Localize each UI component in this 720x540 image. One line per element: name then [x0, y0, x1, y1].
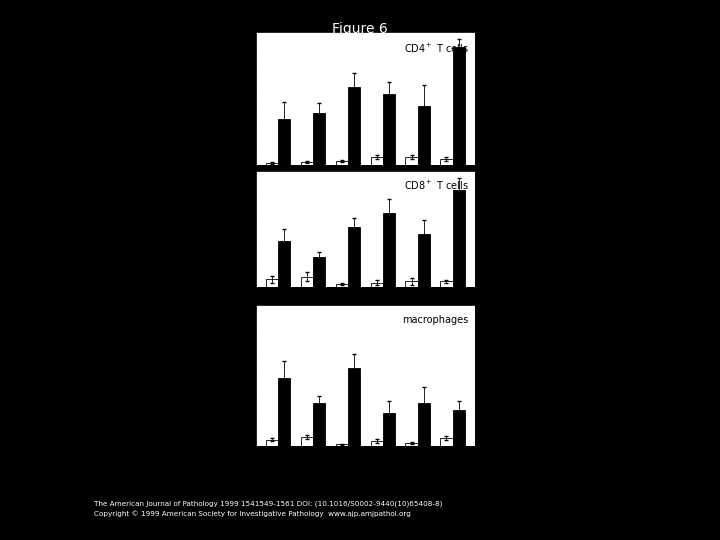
Bar [383, 94, 395, 165]
Y-axis label: cells/brain: cells/brain [210, 355, 218, 395]
Bar [418, 234, 430, 287]
Text: CD4$^+$ T cells: CD4$^+$ T cells [404, 42, 469, 55]
Text: CD8$^+$ T cells: CD8$^+$ T cells [404, 179, 469, 192]
Bar [313, 403, 325, 446]
Bar [383, 213, 395, 287]
Bar [266, 279, 278, 287]
Bar [336, 161, 348, 165]
Bar [441, 281, 453, 287]
Bar [278, 241, 290, 287]
Bar [301, 437, 313, 445]
Bar [405, 281, 418, 287]
Text: Figure 6: Figure 6 [332, 22, 388, 36]
Bar [301, 277, 313, 287]
Bar [336, 284, 348, 287]
Bar [266, 163, 278, 165]
Bar [371, 157, 383, 165]
Bar [348, 368, 360, 446]
Bar [336, 444, 348, 446]
Y-axis label: cells/brain: cells/brain [210, 79, 218, 118]
Bar [453, 410, 464, 445]
Bar [441, 159, 453, 165]
Bar [418, 403, 430, 446]
Bar [301, 163, 313, 165]
Text: The American Journal of Pathology 1999 1541549-1561 DOI: (10.1016/S0002-9440(10): The American Journal of Pathology 1999 1… [94, 500, 442, 507]
Bar [348, 227, 360, 287]
Bar [313, 257, 325, 287]
Bar [313, 113, 325, 165]
Bar [348, 87, 360, 165]
Bar [405, 157, 418, 165]
Bar [266, 440, 278, 445]
Bar [371, 282, 383, 287]
Bar [278, 377, 290, 446]
Bar [418, 106, 430, 165]
Bar [371, 441, 383, 446]
Bar [453, 190, 464, 287]
Bar [441, 438, 453, 446]
Bar [278, 119, 290, 165]
Text: macrophages: macrophages [402, 315, 469, 325]
Bar [405, 443, 418, 445]
Bar [383, 413, 395, 446]
Y-axis label: cells/brain: cells/brain [214, 210, 222, 249]
Bar [453, 46, 464, 165]
Text: Copyright © 1999 American Society for Investigative Pathology  www.ajp.amjpathol: Copyright © 1999 American Society for In… [94, 511, 410, 517]
